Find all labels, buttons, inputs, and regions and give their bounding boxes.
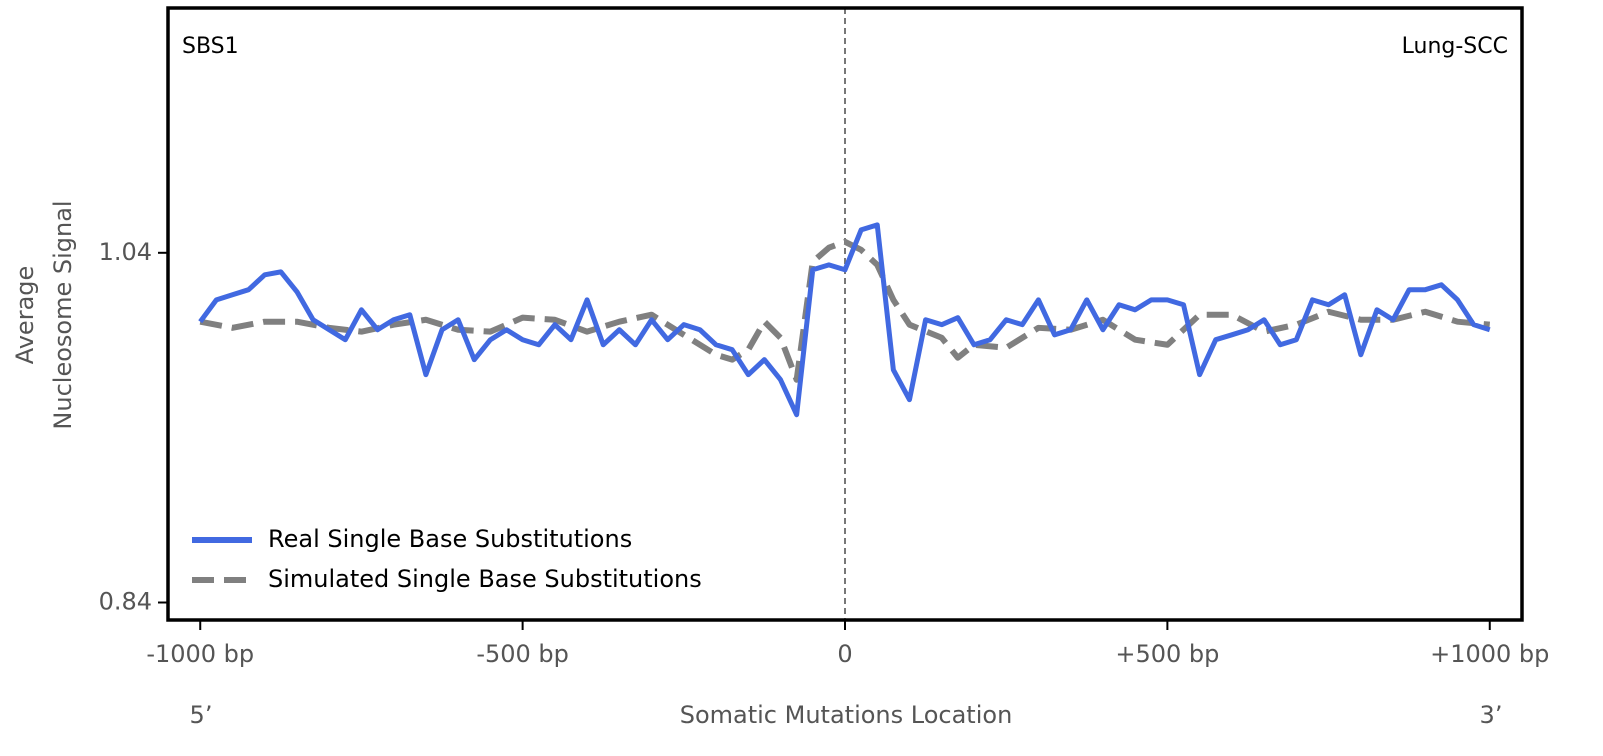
legend-label: Simulated Single Base Substitutions: [268, 565, 702, 593]
right-end-label: 3’: [1480, 701, 1503, 729]
left-end-label: 5’: [190, 701, 213, 729]
y-tick-label: 1.04: [99, 238, 152, 266]
data-line: [198, 222, 1491, 418]
x-tick-label: 0: [837, 640, 852, 668]
x-tick-label: +1000 bp: [1430, 640, 1549, 668]
x-tick-label: -500 bp: [476, 640, 569, 668]
plot-frame: [166, 6, 1524, 622]
cancer-type: Lung-SCC: [1402, 34, 1508, 59]
x-tick-label: -1000 bp: [146, 640, 254, 668]
y-axis-label: Nucleosome Signal: [49, 200, 77, 429]
x-axis-label: Somatic Mutations Location: [680, 701, 1013, 729]
legend-label: Real Single Base Substitutions: [268, 525, 632, 553]
y-axis-label: Average: [11, 266, 39, 365]
panel-label: SBS1: [182, 34, 239, 59]
x-tick-label: +500 bp: [1115, 640, 1219, 668]
data-line: [199, 238, 1491, 383]
y-tick-label: 0.84: [99, 588, 152, 616]
